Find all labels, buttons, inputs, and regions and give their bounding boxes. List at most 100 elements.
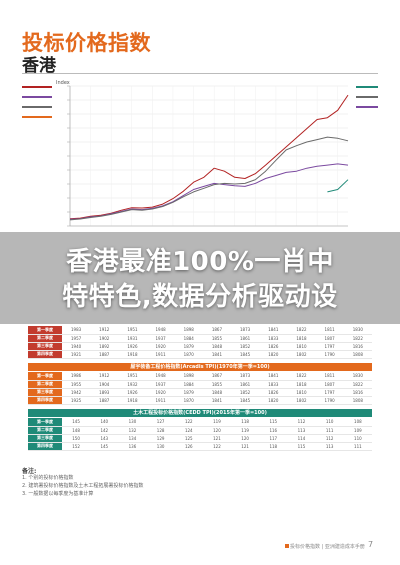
row-label: 第三季度 (28, 434, 62, 443)
table-cell: 110 (315, 418, 344, 427)
table-cell: 126 (174, 442, 203, 451)
table-cell: 1802 (287, 396, 316, 405)
table-cell: 1797 (315, 388, 344, 397)
table-cell: 1879 (174, 342, 203, 351)
table-cell: 1802 (287, 350, 316, 359)
table-cell: 1852 (231, 388, 260, 397)
table-cell: 109 (343, 426, 372, 435)
table-cell: 1918 (118, 350, 147, 359)
table-cell: 118 (259, 442, 288, 451)
table-cell: 1822 (287, 372, 316, 381)
table-cell: 148 (62, 426, 91, 435)
table-cell: 1911 (146, 396, 175, 405)
table-cell: 132 (118, 426, 147, 435)
table-cell: 1841 (202, 396, 232, 405)
table-cell: 1932 (118, 380, 147, 389)
row-label: 第二季度 (28, 380, 62, 389)
title-divider (22, 73, 378, 74)
table-cell: 119 (202, 418, 232, 427)
series-line (327, 179, 349, 193)
table-cell: 1937 (146, 380, 175, 389)
table-cell: 1870 (174, 350, 203, 359)
table-cell: 1855 (202, 380, 232, 389)
legend-swatch (22, 86, 52, 88)
table-cell: 113 (287, 426, 316, 435)
table-3: 第一季度 145 140 130 127 122 119 118 115 112 110 108 第二季… (28, 418, 372, 451)
legend-swatch (356, 86, 378, 88)
table-cell: 1790 (315, 350, 344, 359)
y-axis-label: Index (56, 80, 70, 86)
table-row: 第四季度 1921 1887 1918 1911 1870 1841 1845 1820 1802… (28, 350, 372, 359)
table-cell: 1867 (202, 326, 232, 335)
table-cell: 1925 (62, 396, 91, 405)
table-cell: 1879 (174, 388, 203, 397)
table-1: 第一季度 1983 1912 1951 1948 1898 1867 1873 1841 1822… (28, 326, 372, 359)
row-label: 第二季度 (28, 426, 62, 435)
table-cell: 114 (287, 434, 316, 443)
overlay-banner (0, 232, 400, 324)
notes: 1. 个别的投标价格指数 2. 建筑署投标价格指数及土木工程拓展署投标价格指数 … (22, 474, 362, 498)
table-row: 第三季度 1942 1893 1926 1920 1879 1848 1852 1826 1810… (28, 388, 372, 397)
table-cell: 1822 (343, 334, 372, 343)
table-row: 第四季度 152 145 136 130 126 122 121 118 115 113 111 (28, 442, 372, 451)
table-row: 第二季度 1957 1902 1931 1937 1884 1855 1861 1833 1818… (28, 334, 372, 343)
series-line (69, 94, 349, 220)
row-label: 第四季度 (28, 442, 62, 451)
table-row: 第三季度 1940 1892 1926 1920 1879 1848 1852 1826 1810… (28, 342, 372, 351)
note-line: 3. 一般数据以每季度为基准计算 (22, 491, 94, 497)
table-cell: 128 (146, 426, 175, 435)
table-cell: 1887 (90, 396, 119, 405)
table-row: 第二季度 1955 1904 1932 1937 1884 1855 1861 1833 1818… (28, 380, 372, 389)
row-label: 第一季度 (28, 372, 62, 381)
table-cell: 1911 (146, 350, 175, 359)
table-cell: 1920 (146, 388, 175, 397)
table-cell: 1833 (259, 334, 288, 343)
table-cell: 1921 (62, 350, 91, 359)
table-cell: 1942 (62, 388, 91, 397)
tender-price-index-chart: Index (56, 80, 349, 227)
table-cell: 1818 (287, 380, 316, 389)
table-cell: 117 (259, 434, 288, 443)
table-cell: 1861 (231, 380, 260, 389)
row-label: 第三季度 (28, 342, 62, 351)
table-cell: 1904 (90, 380, 119, 389)
table-cell: 116 (259, 426, 288, 435)
row-label: 第二季度 (28, 334, 62, 343)
table-cell: 1920 (146, 342, 175, 351)
row-label: 第一季度 (28, 326, 62, 335)
table-cell: 113 (315, 442, 344, 451)
table-cell: 1912 (90, 372, 119, 381)
table-cell: 1937 (146, 334, 175, 343)
table-cell: 1808 (343, 350, 372, 359)
footer-text: 投标价格指数 | 亚洲建造成本手册 (290, 544, 365, 550)
table-cell: 1926 (118, 342, 147, 351)
table-cell: 1845 (231, 350, 260, 359)
table-cell: 129 (146, 434, 175, 443)
table-cell: 143 (90, 434, 119, 443)
table-cell: 1816 (343, 388, 372, 397)
legend-swatch (22, 106, 52, 108)
table-cell: 1826 (259, 342, 288, 351)
table-cell: 1841 (202, 350, 232, 359)
table-cell: 1955 (62, 380, 91, 389)
table-cell: 112 (287, 418, 316, 427)
table-2-head: 屋宇装备工程价格指数(Arcadis TPI)(1970年第一季=100) (28, 363, 372, 371)
table-cell: 1820 (259, 350, 288, 359)
table-cell: 1957 (62, 334, 91, 343)
row-label: 第四季度 (28, 350, 62, 359)
table-cell: 1918 (118, 396, 147, 405)
table-cell: 1892 (90, 342, 119, 351)
table-cell: 120 (202, 426, 232, 435)
row-label: 第四季度 (28, 396, 62, 405)
table-cell: 150 (62, 434, 91, 443)
table-cell: 1811 (315, 326, 344, 335)
table-row: 第四季度 1925 1887 1918 1911 1870 1841 1845 1820 1802… (28, 396, 372, 405)
table-cell: 1797 (315, 342, 344, 351)
table-cell: 1912 (90, 326, 119, 335)
table-3-head: 土木工程投标价格指数(CEDD TPI)(2015年第一季=100) (28, 409, 372, 417)
table-cell: 124 (174, 426, 203, 435)
table-cell: 1855 (202, 334, 232, 343)
table-cell: 115 (259, 418, 288, 427)
note-line: 1. 个别的投标价格指数 (22, 475, 74, 481)
table-cell: 1845 (231, 396, 260, 405)
